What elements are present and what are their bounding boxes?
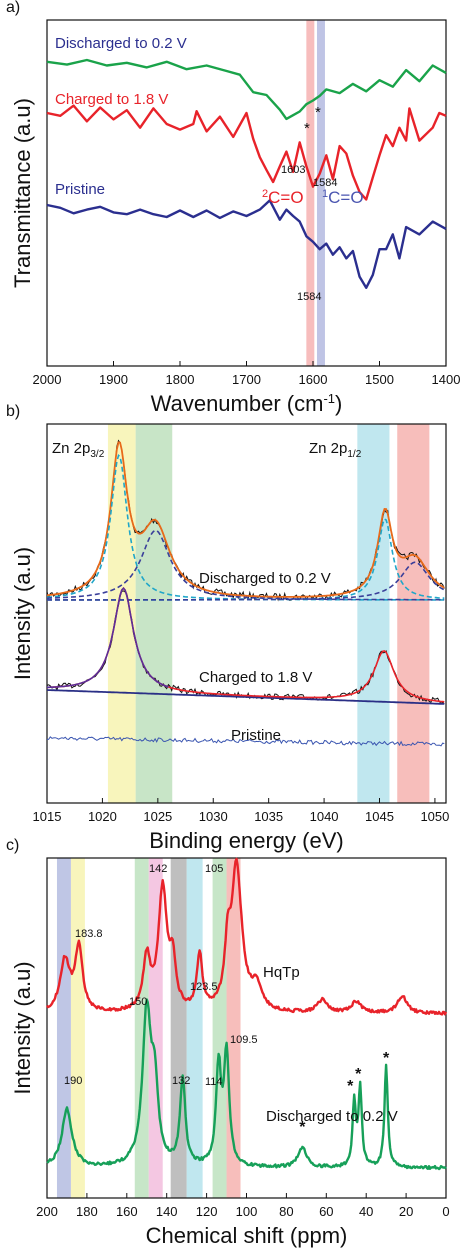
a-band-1 bbox=[316, 20, 325, 366]
b-xtick-label-2: 1025 bbox=[143, 809, 172, 824]
c-xtick-label-10: 0 bbox=[442, 1204, 449, 1219]
a-x-axis-label: Wavenumber (cm-1) bbox=[151, 391, 343, 416]
c-annotation-190: 190 bbox=[64, 1075, 82, 1087]
b-xtick-label-1: 1020 bbox=[88, 809, 117, 824]
c-xtick-label-2: 160 bbox=[116, 1204, 138, 1219]
c-xtick-label-0: 200 bbox=[36, 1204, 58, 1219]
c-band-2 bbox=[134, 858, 149, 1198]
b-y-axis-label: Intensity (a.u) bbox=[10, 547, 35, 680]
c-annotation-142: 142 bbox=[149, 863, 167, 875]
a-xtick-label-4: 1600 bbox=[299, 372, 328, 387]
b-discharged-fit-1 bbox=[46, 529, 445, 601]
c-annotation-105: 105 bbox=[205, 863, 223, 875]
panel-c: 200 180 160 140 120 100 80 60 40 20 0c)Intensity (… bbox=[6, 837, 450, 1248]
b-xtick-label-6: 1045 bbox=[365, 809, 394, 824]
b-discharged-fit-0 bbox=[46, 453, 445, 601]
c-band-1 bbox=[70, 858, 85, 1198]
c-xtick-label-5: 100 bbox=[236, 1204, 258, 1219]
b-xtick-label-0: 1015 bbox=[33, 809, 62, 824]
b-xtick-label-7: 1050 bbox=[420, 809, 449, 824]
a-series-line-1 bbox=[46, 104, 447, 201]
b-band-1 bbox=[135, 424, 173, 803]
a-bond-label-1co: 1C=O bbox=[322, 188, 364, 207]
b-panel-label: b) bbox=[6, 403, 20, 420]
c-x-axis-label: Chemical shift (ppm) bbox=[146, 1223, 348, 1248]
b-xtick-label-5: 1040 bbox=[310, 809, 339, 824]
c-band-4 bbox=[170, 858, 187, 1198]
c-xtick-label-4: 120 bbox=[196, 1204, 218, 1219]
c-xtick-label-3: 140 bbox=[156, 1204, 178, 1219]
b-pristine-data bbox=[46, 736, 445, 747]
c-annotation-114: 114 bbox=[205, 1076, 223, 1088]
c-xtick-label-6: 80 bbox=[279, 1204, 293, 1219]
b-curve-label-1: Charged to 1.8 V bbox=[199, 669, 312, 686]
b-band-3 bbox=[397, 424, 430, 803]
c-annotation-183.8: 183.8 bbox=[75, 928, 103, 940]
c-xtick-label-1: 180 bbox=[76, 1204, 98, 1219]
c-y-axis-label: Intensity (a.u) bbox=[10, 961, 35, 1094]
c-star-1: * bbox=[347, 1078, 354, 1095]
a-annotation-1584-top: 1584 bbox=[313, 177, 337, 189]
c-annotation-150: 150 bbox=[129, 996, 147, 1008]
c-annotation-132: 132 bbox=[172, 1075, 190, 1087]
a-annotation-star-0: * bbox=[304, 120, 310, 137]
b-xtick-label-4: 1035 bbox=[254, 809, 283, 824]
b-curve-label-2: Pristine bbox=[231, 727, 281, 744]
a-xtick-label-2: 1800 bbox=[166, 372, 195, 387]
a-series-label-0: Discharged to 0.2 V bbox=[55, 35, 187, 52]
c-xtick-label-7: 60 bbox=[319, 1204, 333, 1219]
c-plot-frame bbox=[46, 857, 447, 1199]
a-xtick-label-0: 2000 bbox=[33, 372, 62, 387]
a-xtick-label-6: 1400 bbox=[432, 372, 461, 387]
c-star-2: * bbox=[355, 1066, 362, 1083]
c-series-label-0: HqTp bbox=[263, 964, 300, 981]
b-charged-fit-32 bbox=[47, 586, 169, 689]
b-band-2 bbox=[357, 424, 390, 803]
b-band-0 bbox=[107, 424, 136, 803]
panel-a: 2000 1900 1800 1700 1600 1500 1400 a) Transmitta… bbox=[6, 0, 460, 416]
c-series-line-1 bbox=[46, 998, 447, 1171]
b-peak-label-0: Zn 2p3/2 bbox=[52, 440, 105, 460]
a-annotation-1584-bottom: 1584 bbox=[297, 291, 321, 303]
a-series-label-1: Charged to 1.8 V bbox=[55, 91, 168, 108]
b-x-axis-label: Binding energy (eV) bbox=[149, 828, 343, 853]
a-plot-frame bbox=[46, 19, 447, 367]
b-charged-baseline bbox=[46, 689, 445, 705]
c-band-5 bbox=[186, 858, 203, 1198]
c-xtick-label-9: 20 bbox=[399, 1204, 413, 1219]
c-series-label-1: Discharged to 0.2 V bbox=[266, 1108, 398, 1125]
b-xtick-label-3: 1030 bbox=[199, 809, 228, 824]
a-xtick-label-5: 1500 bbox=[365, 372, 394, 387]
a-annotation-1603: 1603 bbox=[281, 164, 305, 176]
a-bond-label-2co: 2C=O bbox=[262, 188, 304, 207]
c-annotation-109.5: 109.5 bbox=[230, 1034, 258, 1046]
a-annotation-star-1: * bbox=[315, 104, 321, 121]
a-series-line-0 bbox=[46, 58, 447, 121]
a-y-axis-label: Transmittance (a.u) bbox=[10, 98, 35, 288]
c-panel-label: c) bbox=[6, 837, 19, 854]
b-curve-label-0: Discharged to 0.2 V bbox=[199, 570, 331, 587]
a-series-line-2 bbox=[46, 199, 447, 289]
c-series-line-0 bbox=[46, 857, 448, 1016]
c-annotation-123.5: 123.5 bbox=[190, 981, 218, 993]
a-xtick-label-1: 1900 bbox=[99, 372, 128, 387]
c-xtick-label-8: 40 bbox=[359, 1204, 373, 1219]
a-series-label-2: Pristine bbox=[55, 181, 105, 198]
b-discharged-envelope bbox=[46, 441, 445, 598]
b-discharged-fit-3 bbox=[47, 561, 445, 601]
b-plot-frame bbox=[46, 423, 447, 804]
a-band-0 bbox=[306, 20, 315, 366]
panel-b: 1015 1020 1025 1030 1035 1040 1045 1050 b) Intens… bbox=[6, 403, 449, 853]
a-xtick-label-3: 1700 bbox=[232, 372, 261, 387]
c-band-6 bbox=[212, 858, 227, 1198]
a-panel-label: a) bbox=[6, 0, 20, 16]
c-star-0: * bbox=[299, 1119, 306, 1136]
c-star-3: * bbox=[383, 1050, 390, 1067]
b-peak-label-1: Zn 2p1/2 bbox=[309, 440, 362, 460]
